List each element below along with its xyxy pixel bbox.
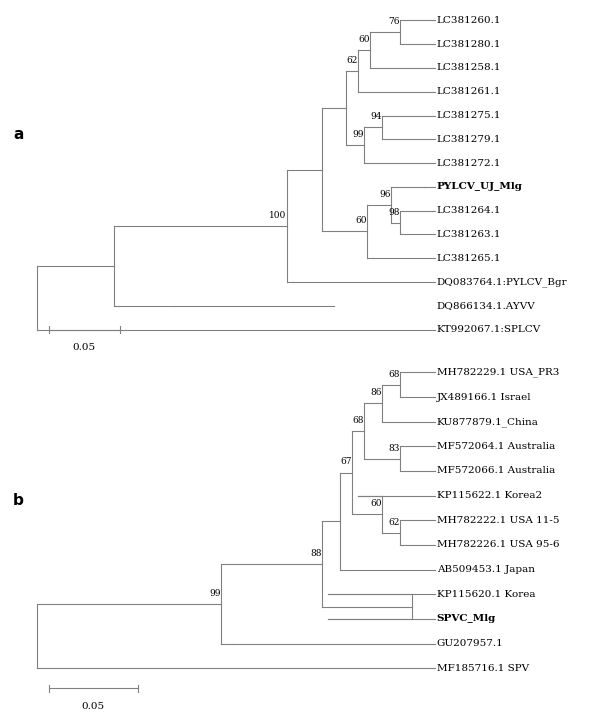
Text: MH782222.1 USA 11-5: MH782222.1 USA 11-5: [437, 516, 559, 525]
Text: DQ083764.1:PYLCV_Bgr: DQ083764.1:PYLCV_Bgr: [437, 277, 567, 287]
Text: LC381279.1: LC381279.1: [437, 135, 501, 144]
Text: 83: 83: [389, 444, 400, 453]
Text: LC381275.1: LC381275.1: [437, 111, 501, 120]
Text: KP115620.1 Korea: KP115620.1 Korea: [437, 590, 535, 599]
Text: MH782226.1 USA 95-6: MH782226.1 USA 95-6: [437, 541, 559, 549]
Text: 68: 68: [353, 416, 364, 425]
Text: LC381258.1: LC381258.1: [437, 64, 501, 72]
Text: LC381264.1: LC381264.1: [437, 206, 501, 216]
Text: LC381272.1: LC381272.1: [437, 158, 501, 168]
Text: LC381263.1: LC381263.1: [437, 230, 501, 239]
Text: 99: 99: [353, 130, 364, 139]
Text: 62: 62: [389, 518, 400, 526]
Text: LC381280.1: LC381280.1: [437, 39, 501, 49]
Text: 60: 60: [359, 35, 370, 44]
Text: MF572066.1 Australia: MF572066.1 Australia: [437, 467, 555, 475]
Text: MF185716.1 SPV: MF185716.1 SPV: [437, 664, 529, 672]
Text: 62: 62: [347, 56, 358, 65]
Text: MF572064.1 Australia: MF572064.1 Australia: [437, 442, 555, 451]
Text: 100: 100: [269, 211, 287, 220]
Text: 60: 60: [370, 499, 382, 508]
Text: DQ866134.1.AYVV: DQ866134.1.AYVV: [437, 301, 535, 310]
Text: PYLCV_UJ_Mlg: PYLCV_UJ_Mlg: [437, 183, 523, 191]
Text: 98: 98: [388, 208, 400, 216]
Text: SPVC_Mlg: SPVC_Mlg: [437, 614, 496, 624]
Text: 94: 94: [370, 112, 382, 122]
Text: AB509453.1 Japan: AB509453.1 Japan: [437, 565, 535, 574]
Text: LC381260.1: LC381260.1: [437, 16, 501, 25]
Text: JX489166.1 Israel: JX489166.1 Israel: [437, 392, 531, 402]
Text: MH782229.1 USA_PR3: MH782229.1 USA_PR3: [437, 367, 559, 377]
Text: GU207957.1: GU207957.1: [437, 639, 504, 648]
Text: KU877879.1_China: KU877879.1_China: [437, 417, 538, 427]
Text: 86: 86: [370, 388, 382, 397]
Text: 68: 68: [388, 369, 400, 379]
Text: b: b: [13, 493, 24, 508]
Text: 60: 60: [356, 216, 367, 226]
Text: KP115622.1 Korea2: KP115622.1 Korea2: [437, 491, 542, 500]
Text: LC381265.1: LC381265.1: [437, 253, 501, 263]
Text: 0.05: 0.05: [72, 343, 96, 352]
Text: 0.05: 0.05: [82, 702, 105, 711]
Text: a: a: [13, 127, 23, 142]
Text: KT992067.1:SPLCV: KT992067.1:SPLCV: [437, 325, 541, 334]
Text: 67: 67: [340, 458, 352, 467]
Text: 76: 76: [388, 17, 400, 26]
Text: 96: 96: [379, 190, 391, 198]
Text: 99: 99: [209, 589, 221, 598]
Text: 88: 88: [311, 548, 322, 558]
Text: LC381261.1: LC381261.1: [437, 87, 501, 96]
